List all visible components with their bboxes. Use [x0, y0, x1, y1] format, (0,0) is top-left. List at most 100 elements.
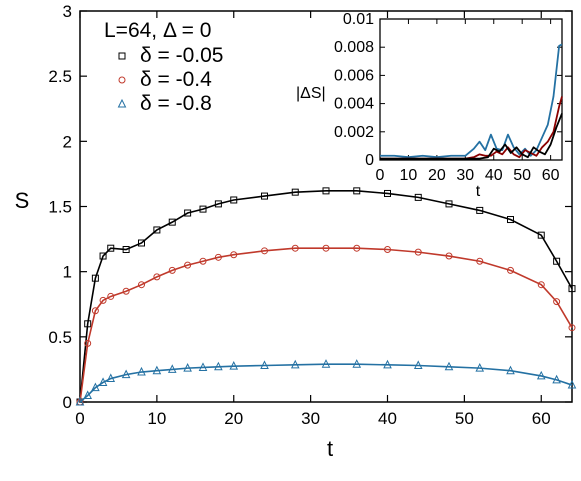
main-x-tick-label: 60	[532, 409, 551, 428]
data-point	[214, 200, 222, 208]
legend-entry-label: δ = -0.4	[140, 68, 212, 91]
data-point	[107, 292, 115, 300]
series-circle	[76, 244, 576, 406]
legend-title: L=64, Δ = 0	[104, 19, 211, 42]
inset-series-line	[380, 113, 563, 160]
data-point	[507, 266, 514, 274]
inset-y-tick-label: 0.008	[334, 39, 374, 56]
inset-x-tick-label: 0	[376, 167, 385, 184]
data-point	[414, 193, 422, 201]
data-point	[444, 361, 454, 371]
data-point	[384, 189, 391, 197]
main-x-tick-label: 20	[224, 409, 243, 428]
data-point	[153, 226, 161, 234]
data-point	[413, 360, 423, 370]
data-point	[153, 273, 161, 281]
data-point	[167, 364, 177, 373]
main-y-tick-label: 1.5	[48, 198, 72, 217]
inset-x-tick-label: 10	[400, 167, 418, 184]
main-x-axis-label: t	[327, 436, 333, 461]
data-point	[506, 365, 515, 375]
inset-panel: 0 10 20 30 40 50 60 0 0.002 0.004 0.006 0.008 0.01 t |…	[296, 11, 563, 200]
data-point	[137, 366, 146, 376]
data-point	[84, 339, 92, 347]
inset-y-tick-label: 0.004	[334, 96, 374, 113]
data-point	[99, 252, 107, 260]
inset-x-axis-label: t	[476, 183, 481, 200]
data-point	[261, 247, 268, 255]
data-point	[553, 298, 561, 306]
data-point	[121, 369, 131, 379]
data-point	[568, 324, 576, 332]
data-point	[352, 359, 362, 368]
data-point	[214, 361, 223, 371]
data-point	[476, 257, 484, 265]
legend-marker	[118, 52, 126, 60]
data-point	[552, 374, 561, 384]
data-point	[184, 261, 192, 269]
data-point	[168, 218, 176, 226]
inset-y-tick-label: 0.01	[343, 11, 374, 28]
data-point	[183, 362, 192, 372]
data-point	[321, 359, 331, 368]
series-line	[79, 247, 573, 403]
data-point	[567, 379, 577, 389]
data-point	[98, 377, 108, 386]
inset-plot-frame	[379, 18, 563, 161]
data-point	[75, 396, 85, 406]
data-point	[322, 244, 330, 252]
data-point	[537, 231, 545, 239]
data-point	[184, 209, 192, 217]
data-point	[168, 266, 176, 274]
main-y-axis-label: S	[15, 188, 30, 213]
legend-entry-label: δ = -0.05	[140, 44, 224, 67]
data-point	[537, 281, 545, 289]
inset-y-tick-label: 0.006	[334, 67, 374, 84]
main-y-tick-label: 0	[63, 393, 72, 412]
legend: L=64, Δ = 0δ = -0.05δ = -0.4δ = -0.8	[104, 19, 224, 115]
inset-y-axis-label: |ΔS|	[296, 85, 326, 102]
main-x-tick-label: 10	[147, 409, 166, 428]
main-y-tick-label: 0.5	[48, 328, 72, 347]
data-point	[353, 244, 361, 252]
data-point	[384, 246, 391, 254]
data-point	[122, 287, 130, 295]
main-y-tick-label: 3	[63, 2, 72, 21]
data-point	[260, 360, 269, 370]
main-panel: 0 10 20 30 40 50 60 0 0.5 1 1.5 2 2.5 3 t S	[15, 2, 577, 461]
data-point	[138, 239, 145, 247]
data-point	[445, 200, 453, 208]
inset-y-tick-label: 0	[365, 152, 374, 169]
data-point	[152, 365, 162, 375]
data-point	[476, 206, 484, 214]
data-point	[84, 320, 92, 328]
data-point	[475, 362, 485, 372]
data-point	[353, 187, 361, 195]
data-point	[322, 187, 330, 195]
series-square	[76, 187, 576, 406]
series-line	[79, 190, 573, 403]
inset-x-tick-label: 30	[456, 167, 474, 184]
data-point	[291, 244, 299, 252]
data-point	[199, 205, 207, 213]
data-point	[261, 192, 268, 200]
data-point	[568, 285, 576, 293]
data-point	[83, 390, 92, 399]
main-x-tick-label: 50	[455, 409, 474, 428]
inset-x-tick-label: 40	[485, 167, 503, 184]
data-point	[229, 361, 239, 370]
main-x-tick-label: 30	[301, 409, 320, 428]
data-point	[91, 274, 99, 282]
data-point	[414, 248, 422, 256]
data-point	[383, 359, 392, 369]
inset-series-line	[380, 43, 563, 159]
data-point	[536, 370, 546, 380]
legend-marker	[118, 76, 126, 84]
data-point	[445, 252, 453, 260]
data-point	[122, 246, 130, 254]
data-point	[138, 281, 145, 289]
main-y-tick-label: 2.5	[48, 67, 72, 86]
series-triangle	[75, 359, 577, 406]
main-x-tick-label: 0	[75, 409, 84, 428]
